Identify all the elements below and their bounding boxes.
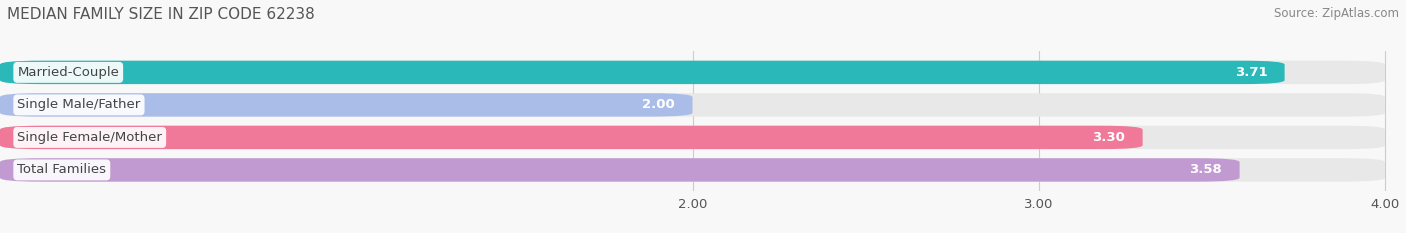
Text: Source: ZipAtlas.com: Source: ZipAtlas.com — [1274, 7, 1399, 20]
FancyBboxPatch shape — [0, 93, 1385, 116]
FancyBboxPatch shape — [0, 61, 1285, 84]
FancyBboxPatch shape — [0, 126, 1143, 149]
FancyBboxPatch shape — [0, 93, 693, 116]
Text: 2.00: 2.00 — [643, 98, 675, 111]
Text: 3.71: 3.71 — [1234, 66, 1267, 79]
Text: Married-Couple: Married-Couple — [17, 66, 120, 79]
FancyBboxPatch shape — [0, 158, 1240, 182]
FancyBboxPatch shape — [0, 126, 1385, 149]
Text: Single Female/Mother: Single Female/Mother — [17, 131, 162, 144]
Text: 3.30: 3.30 — [1092, 131, 1125, 144]
Text: 3.58: 3.58 — [1189, 163, 1222, 176]
FancyBboxPatch shape — [0, 61, 1385, 84]
Text: Single Male/Father: Single Male/Father — [17, 98, 141, 111]
FancyBboxPatch shape — [0, 158, 1385, 182]
Text: Total Families: Total Families — [17, 163, 107, 176]
Text: MEDIAN FAMILY SIZE IN ZIP CODE 62238: MEDIAN FAMILY SIZE IN ZIP CODE 62238 — [7, 7, 315, 22]
